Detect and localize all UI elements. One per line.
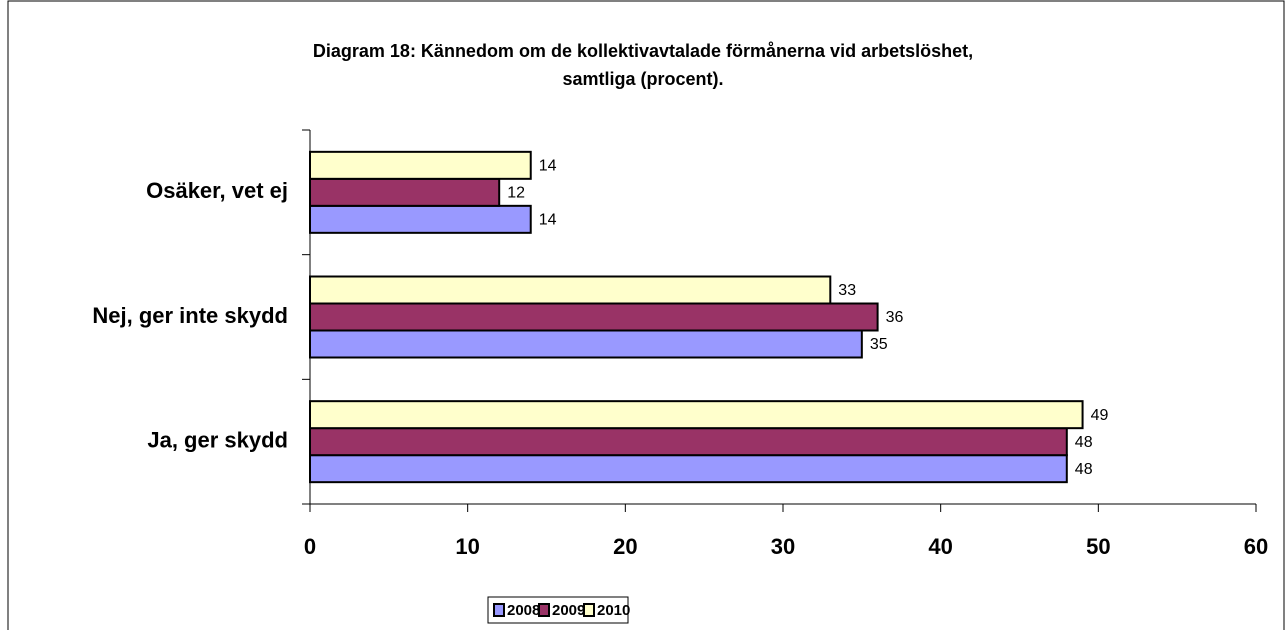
chart-subtitle: samtliga (procent).	[562, 69, 723, 89]
chart-frame	[7, 0, 1285, 630]
x-tick-label: 30	[771, 534, 795, 559]
value-label: 33	[838, 282, 856, 299]
chart-title: Diagram 18: Kännedom om de kollektivavta…	[313, 41, 973, 61]
x-tick-label: 40	[928, 534, 952, 559]
legend-swatch	[583, 603, 595, 617]
x-tick-label: 50	[1086, 534, 1110, 559]
value-label: 48	[1075, 434, 1093, 451]
legend-box	[487, 596, 629, 624]
bar	[309, 177, 501, 207]
x-tick-label: 10	[455, 534, 479, 559]
x-tick-label: 0	[304, 534, 316, 559]
bar	[309, 427, 1068, 457]
category-label: Osäker, vet ej	[146, 178, 288, 203]
value-label: 48	[1075, 461, 1093, 478]
legend-label: 2009	[552, 602, 585, 619]
bar	[309, 204, 532, 234]
bar	[309, 454, 1068, 484]
value-label: 49	[1091, 407, 1109, 424]
bar	[309, 302, 879, 332]
value-label: 36	[886, 309, 904, 326]
x-tick-label: 60	[1244, 534, 1268, 559]
value-label: 14	[539, 158, 557, 175]
value-label: 12	[507, 185, 525, 202]
legend-swatch	[538, 603, 550, 617]
bar	[309, 400, 1084, 430]
bar	[309, 329, 863, 359]
legend-swatch	[493, 603, 505, 617]
legend-label: 2010	[597, 602, 630, 619]
bar	[309, 150, 532, 180]
category-label: Nej, ger inte skydd	[92, 303, 288, 328]
value-label: 14	[539, 212, 557, 229]
bar	[309, 275, 832, 305]
category-label: Ja, ger skydd	[147, 427, 288, 452]
value-label: 35	[870, 336, 888, 353]
x-tick-label: 20	[613, 534, 637, 559]
legend-label: 2008	[507, 602, 540, 619]
